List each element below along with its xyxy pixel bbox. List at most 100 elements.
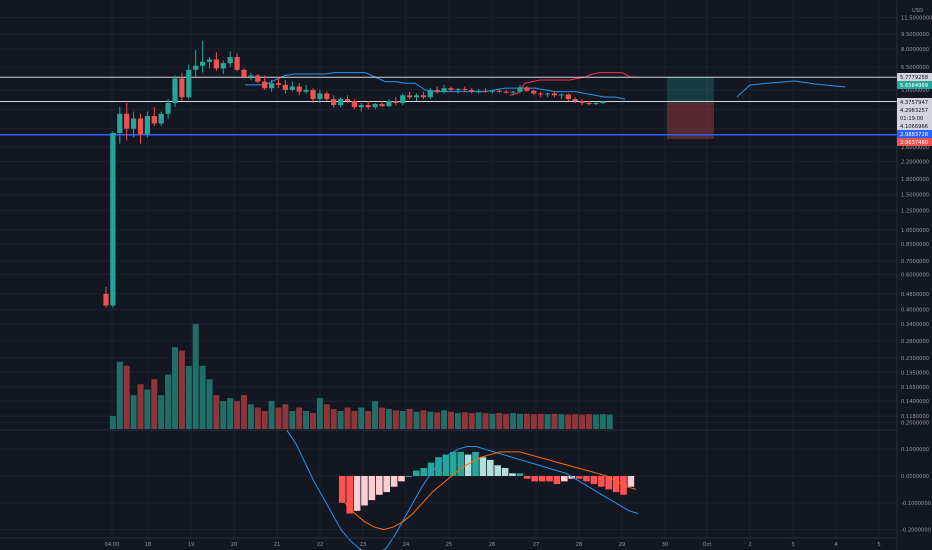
price-tag-label: 4.2983257 (900, 108, 928, 114)
time-tick-label: 21 (274, 542, 281, 548)
time-tick-label: 5 (877, 542, 880, 548)
candle-body (344, 99, 351, 102)
time-tick-label: 04:00 (105, 542, 120, 548)
price-tag-label: 4.3757947 (900, 100, 928, 106)
ichimoku-red-line (509, 72, 638, 96)
macd-histogram-bar (538, 476, 546, 482)
volume-bar (289, 410, 296, 429)
macd-histogram-bar (575, 476, 583, 479)
price-tag-bg (897, 73, 932, 81)
volume-bar (482, 413, 489, 429)
candle-body (565, 94, 571, 100)
candle-body (179, 78, 185, 98)
macd-histogram-bar (553, 476, 561, 485)
volume-bar (517, 413, 523, 429)
volume-bar (185, 365, 192, 429)
candle-body (324, 93, 330, 100)
volume-bar (213, 395, 220, 429)
price-tick-label: 8.0000000 (901, 47, 929, 53)
time-tick-label: Oct (703, 542, 712, 548)
candle-body (379, 104, 385, 107)
candle-body (586, 103, 592, 105)
volume-bar (206, 379, 213, 429)
time-tick-label: 2 (748, 542, 751, 548)
time-tick-label: 26 (489, 542, 496, 548)
candle-body (558, 94, 564, 96)
candle-body (117, 113, 123, 133)
macd-line (286, 430, 639, 550)
volume-bar (454, 413, 461, 429)
candle-body (137, 118, 144, 135)
take-profit-zone (667, 77, 714, 103)
macd-histogram-bar (353, 476, 361, 511)
volume-bar (330, 408, 337, 429)
candle-body (234, 56, 240, 70)
volume-bar (282, 404, 289, 429)
macd-histogram-bar (464, 454, 472, 476)
candle-body (496, 90, 502, 92)
volume-bar (365, 410, 372, 429)
candlesticks[interactable] (103, 40, 606, 308)
macd-histogram-bar (472, 451, 479, 476)
candle-body (296, 86, 302, 92)
long-position-box[interactable] (667, 77, 714, 139)
candle-body (220, 63, 226, 69)
signal-line (344, 451, 637, 531)
candle-body (413, 95, 420, 98)
time-axis[interactable]: 04:00 18 19 20 21 22 23 24 25 26 27 28 29 30 Oct 2 3 4 5 (0, 537, 897, 548)
volume-bar (268, 401, 275, 429)
volume-bar (385, 408, 392, 429)
price-tick-label: 0.1650000 (901, 385, 929, 391)
price-axis[interactable]: USD 14.5000000 11.5000000 9.5000000 8.00000… (896, 0, 932, 550)
volume-bar (510, 413, 517, 429)
volume-bar (234, 401, 241, 429)
volume-bar (192, 323, 199, 429)
candle-body (489, 90, 495, 92)
macd-histogram-bar (376, 476, 383, 495)
candle-body (448, 88, 454, 90)
price-tick-label: 1.5000000 (901, 193, 929, 199)
volume-bar (599, 414, 606, 429)
price-tick-label: 5.0000000 (901, 88, 929, 94)
volume-bar (254, 407, 261, 429)
candle-body (338, 99, 344, 106)
volume-bar (351, 410, 358, 429)
price-tag-bg (897, 130, 932, 138)
candle-body (503, 91, 509, 93)
macd-histogram-bar (346, 476, 353, 514)
volume-bar (592, 414, 599, 429)
macd-histogram-bar (405, 476, 413, 477)
candle-body (420, 95, 426, 98)
candle-body (476, 90, 482, 92)
horizontal-lines[interactable] (0, 76, 897, 136)
macd-tick-label: 0.2000000 (901, 420, 929, 426)
candle-body (579, 101, 585, 104)
macd-histogram-bar (612, 476, 620, 493)
candle-body (455, 89, 461, 91)
time-tick-label: 25 (446, 542, 453, 548)
candle-body (241, 69, 247, 77)
candle-body (365, 105, 371, 108)
price-tick-label: 2.6000000 (901, 145, 929, 151)
candle-body (524, 87, 530, 91)
price-tick-label: 11.5000000 (901, 15, 932, 21)
volume-bar (358, 407, 365, 429)
volume-bar (434, 412, 441, 429)
volume-bar (572, 414, 579, 429)
candle-body (206, 59, 213, 62)
price-tag-bg (897, 81, 932, 89)
volume-bar (323, 404, 330, 429)
volume-bar (261, 410, 268, 429)
candle-body (255, 75, 261, 82)
volume-bar (344, 407, 351, 429)
macd-histogram-bar (479, 457, 487, 476)
price-tick-label: 0.2800000 (901, 339, 929, 345)
candle-body (131, 118, 137, 129)
volume-bar (303, 410, 310, 429)
macd-histogram-bar (361, 476, 368, 506)
time-tick-label: 19 (188, 542, 195, 548)
price-tick-label: 0.8500000 (901, 242, 929, 248)
candle-body (358, 105, 364, 108)
volume-bar (109, 416, 116, 429)
